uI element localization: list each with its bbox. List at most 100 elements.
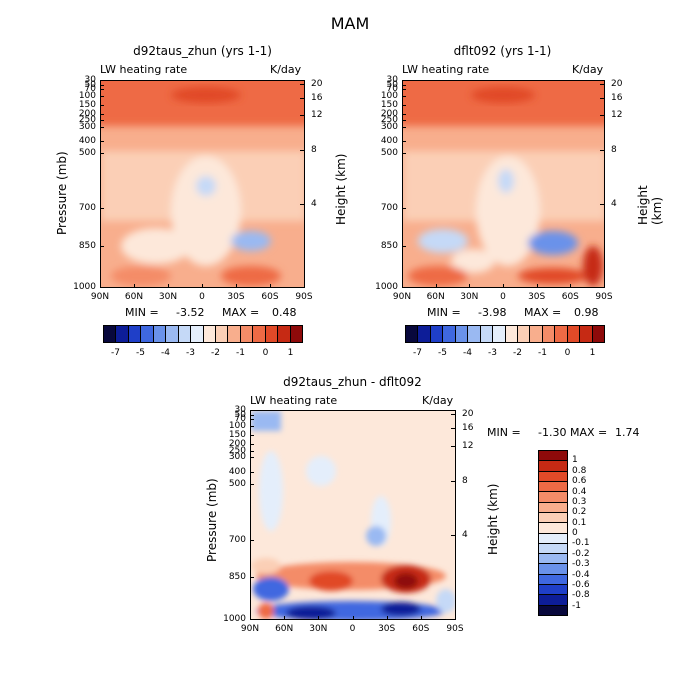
panel-3-ptick-label: 150 [228, 430, 246, 441]
panel-1-colorbar-swatch [240, 326, 254, 342]
panel-1-xtick-label: 90N [90, 292, 110, 302]
panel-1-colorbar-label: -1 [236, 348, 245, 358]
panel-2-ptick [402, 89, 406, 91]
panel-2-colorbar-swatch [592, 326, 604, 342]
panel-2-xtick [604, 284, 605, 288]
panel-3-xtick [455, 616, 456, 620]
panel-2-colorbar-swatch [542, 326, 556, 342]
panel-1-htick [300, 97, 305, 99]
panel-2-max-label: MAX = [524, 306, 562, 319]
panel-3-colorbar-label: -0.2 [572, 548, 590, 559]
panel-1-ptick [100, 120, 104, 122]
panel-3-colorbar-label: 0.4 [572, 486, 587, 497]
panel-3-colorbar-label: -0.3 [572, 559, 590, 570]
panel-2-min-value: -3.98 [478, 306, 507, 319]
panel-1-colorbar-labels: -7 -5 -4 -3 -2 -1 0 1 [103, 348, 303, 360]
panel-3-htick [451, 414, 456, 416]
panel-3-colorbar-swatch [539, 512, 567, 524]
panel-1-ptick-label: 250 [78, 115, 96, 126]
panel-2-ptick [402, 120, 406, 122]
panel-1-colorbar-label: -5 [136, 348, 145, 358]
panel-2-htick-label: 8 [611, 145, 617, 156]
panel-3-colorbar-label: -0.8 [572, 590, 590, 601]
panel-3-xtick [352, 616, 354, 620]
panel-3-xtick-label: 30S [378, 624, 396, 634]
panel-2-ptick-label: 200 [380, 109, 398, 120]
panel-1-xtick [100, 284, 101, 288]
panel-3-colorbar-swatch [539, 533, 567, 544]
panel-2-ptick [402, 287, 406, 288]
panel-1-colorbar-swatch [203, 326, 216, 342]
panel-1-htick [300, 115, 305, 117]
panel-1-ptick [100, 126, 104, 128]
panel-2-colorbar-label: -1 [538, 348, 547, 358]
panel-2-ptick-label: 30 [386, 75, 398, 85]
panel-1-colorbar-swatch [178, 326, 192, 342]
panel-1-htick-label: 4 [311, 199, 317, 210]
panel-2-ptick-label: 300 [380, 121, 398, 132]
panel-2-xtick [469, 284, 471, 288]
panel-1-htick-label: 20 [311, 79, 323, 90]
panel-2-xtick [435, 284, 437, 288]
panel-2-xtick-label: 0 [500, 292, 506, 302]
panel-3-xtick [420, 616, 422, 620]
panel-3-min-value: -1.30 [538, 426, 567, 439]
panel-1-htick-label: 8 [311, 145, 317, 156]
panel-1-plot [100, 80, 305, 288]
panel-1-ptick-label: 150 [78, 99, 96, 110]
panel-3-xtick-label: 30N [309, 624, 328, 634]
panel-3-ptick [250, 444, 254, 446]
panel-2-min-label: MIN = [427, 306, 461, 319]
panel-2-colorbar-swatch [406, 326, 419, 342]
panel-1-max-value: 0.48 [272, 306, 297, 319]
panel-1-colorbar-swatch [191, 326, 204, 342]
panel-1-units: K/day [270, 63, 302, 76]
panel-3-ptick [250, 471, 254, 473]
panel-1-ptick [100, 141, 104, 143]
panel-2-xtick [570, 284, 572, 288]
panel-1-ptick [100, 287, 104, 288]
panel-3-colorbar-label: 0.8 [572, 465, 587, 476]
panel-3-ptick-label: 100 [228, 420, 246, 431]
panel-3-colorbar-label: -1 [572, 600, 581, 611]
panel-3-ptick-label: 300 [228, 452, 246, 463]
panel-1-xtick [168, 284, 169, 288]
panel-2-colorbar-label: -2 [513, 348, 522, 358]
panel-3-colorbar-swatch [539, 451, 567, 462]
panel-3-ptick [250, 539, 254, 541]
panel-2-ptick-label: 50 [386, 80, 398, 91]
panel-3-colorbar-label: 0.3 [572, 496, 587, 507]
panel-3-colorbar [538, 450, 568, 616]
panel-3-colorbar-swatch [539, 543, 567, 555]
panel-3-colorbar-swatch [539, 471, 567, 482]
panel-3-colorbar-swatch [539, 574, 567, 586]
panel-1-colorbar-label: -3 [186, 348, 195, 358]
panel-2-colorbar-swatch [493, 326, 506, 342]
panel-3-min-label: MIN = [487, 426, 521, 439]
panel-1-colorbar-swatch [104, 326, 117, 342]
panel-3-variable: LW heating rate [250, 394, 338, 407]
panel-3-field [251, 411, 455, 619]
panel-3-ptick [250, 484, 254, 486]
panel-3-ptick-label: 30 [234, 405, 246, 415]
panel-1-variable: LW heating rate [100, 63, 188, 76]
panel-2-htick [600, 115, 605, 117]
panel-2-xtick-label: 90S [595, 292, 613, 302]
panel-1-colorbar-swatch [265, 326, 279, 342]
panel-1-xtick [134, 284, 135, 288]
panel-2-ptick [402, 126, 406, 128]
panel-1-ptick [100, 104, 104, 106]
panel-1-htick-label: 16 [311, 92, 323, 103]
panel-2-htick [600, 150, 605, 152]
panel-2-colorbar-label: 0 [564, 348, 571, 358]
panel-2-colorbar [405, 325, 605, 343]
panel-1-xtick [236, 284, 237, 288]
panel-2-colorbar-swatch [455, 326, 469, 342]
panel-2-ptick [402, 95, 406, 97]
panel-3-plot [250, 410, 456, 620]
panel-2-ptick [402, 153, 406, 155]
panel-3-colorbar-swatch [539, 564, 567, 575]
panel-2-htick-label: 20 [611, 79, 623, 90]
panel-1-colorbar-swatch [290, 326, 302, 342]
panel-3-max-label: MAX = [570, 426, 608, 439]
